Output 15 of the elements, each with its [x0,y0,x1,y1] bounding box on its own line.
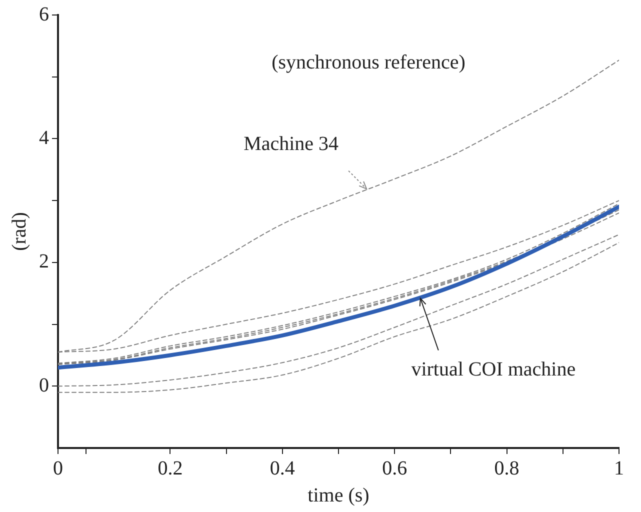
annotation: virtual COI machine [411,358,576,381]
x-tick-label: 0.6 [382,457,408,480]
x-tick-label: 0 [53,457,63,480]
x-axis-title: time (s) [308,484,370,506]
annotation: (synchronous reference) [272,51,466,74]
y-tick-label: 6 [39,3,49,26]
y-tick-label: 2 [39,250,49,273]
y-tick-label: 4 [39,126,49,149]
x-tick-label: 0.4 [270,457,295,480]
y-axis-title: (rad) [8,212,30,251]
x-tick-label: 0.8 [494,457,520,480]
x-tick-label: 1 [614,457,624,480]
annotation: Machine 34 [244,133,339,156]
y-tick-label: 0 [39,374,49,396]
x-tick-label: 0.2 [158,457,183,480]
